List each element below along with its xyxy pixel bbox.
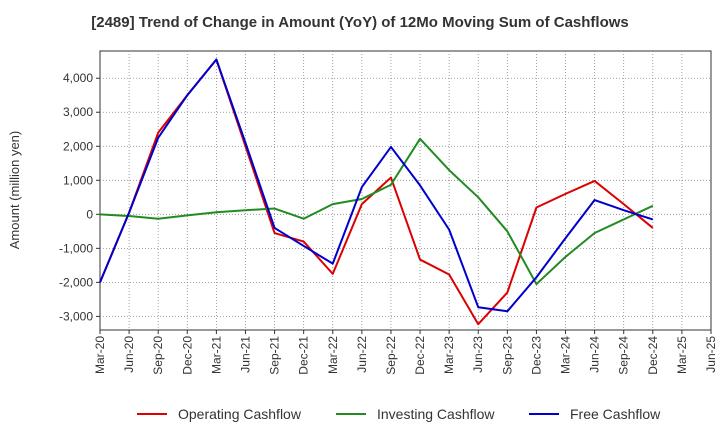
x-tick-label: Mar-25 xyxy=(675,336,689,374)
y-axis-ticks: 4,000 3,000 2,000 1,000 0 -1,000 -2,000 -3,000 xyxy=(59,71,100,323)
x-tick-label: Dec-22 xyxy=(413,336,427,375)
y-tick-label: 0 xyxy=(86,207,93,221)
x-tick-label: Dec-20 xyxy=(180,336,194,375)
y-tick-label: -1,000 xyxy=(59,241,93,255)
y-tick-label: 4,000 xyxy=(63,71,93,85)
x-tick-label: Sep-21 xyxy=(268,336,282,375)
x-tick-label: Mar-21 xyxy=(209,336,223,374)
chart-title: [2489] Trend of Change in Amount (YoY) o… xyxy=(91,14,629,31)
legend-label: Investing Cashflow xyxy=(377,406,495,422)
x-tick-label: Mar-23 xyxy=(442,336,456,374)
x-tick-label: Dec-21 xyxy=(297,336,311,375)
x-tick-label: Jun-23 xyxy=(471,336,485,373)
legend-label: Free Cashflow xyxy=(570,406,661,422)
x-tick-label: Sep-24 xyxy=(617,336,631,375)
series-line xyxy=(99,137,654,286)
x-tick-label: Mar-22 xyxy=(326,336,340,374)
x-tick-label: Jun-21 xyxy=(238,336,252,373)
x-tick-label: Jun-22 xyxy=(355,336,369,373)
y-tick-label: -3,000 xyxy=(59,309,93,323)
x-tick-label: Jun-24 xyxy=(588,336,602,373)
x-tick-label: Dec-24 xyxy=(646,336,660,375)
x-tick-label: Jun-25 xyxy=(704,336,718,373)
x-tick-label: Sep-23 xyxy=(500,336,514,375)
x-tick-label: Mar-24 xyxy=(559,336,573,374)
x-tick-label: Dec-23 xyxy=(529,336,543,375)
y-tick-label: 1,000 xyxy=(63,173,93,187)
x-tick-label: Sep-20 xyxy=(151,336,165,375)
x-tick-label: Mar-20 xyxy=(93,336,107,374)
plot-area xyxy=(99,50,712,331)
x-axis-ticks: Mar-20 Jun-20 Sep-20 Dec-20 Mar-21 Jun-21 Sep-… xyxy=(93,330,718,375)
legend-label: Operating Cashflow xyxy=(178,406,302,422)
series-lines xyxy=(99,58,654,326)
x-tick-label: Jun-20 xyxy=(122,336,136,373)
legend: Operating Cashflow Investing Cashflow Free… xyxy=(137,406,661,422)
series-line xyxy=(99,58,654,313)
y-axis-title: Amount (million yen) xyxy=(7,131,22,250)
y-tick-label: 2,000 xyxy=(63,139,93,153)
y-tick-label: -2,000 xyxy=(59,275,93,289)
x-tick-label: Sep-22 xyxy=(384,336,398,375)
y-tick-label: 3,000 xyxy=(63,105,93,119)
